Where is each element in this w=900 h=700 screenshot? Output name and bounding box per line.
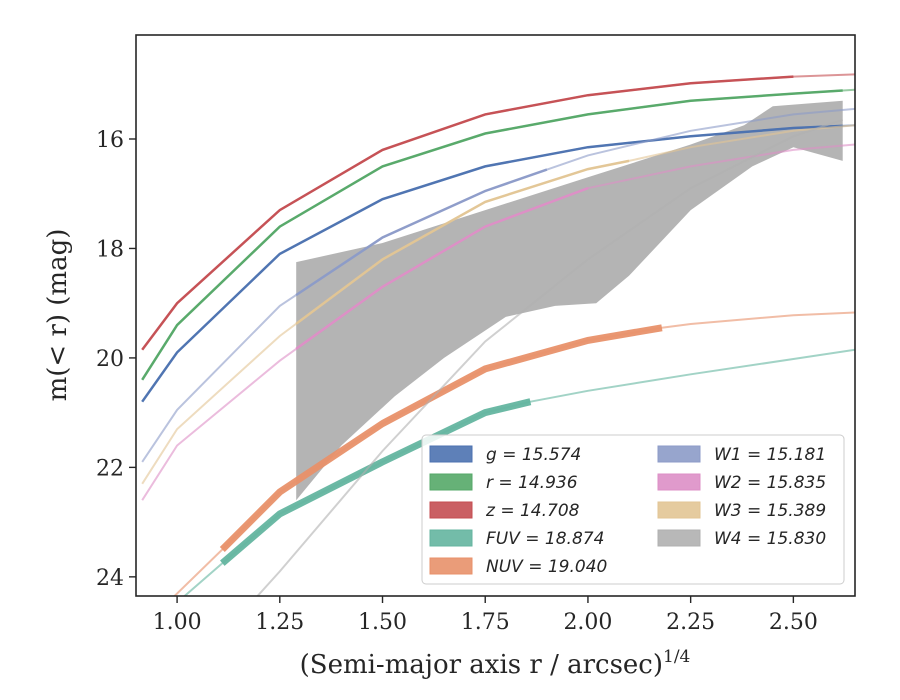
legend-label-6: W2 = 15.835: [714, 473, 826, 493]
x-tick-label-5: 2.25: [666, 610, 715, 635]
y-tick-label-0: 16: [96, 128, 124, 153]
series-1-observed-line: [141, 89, 843, 381]
legend-label-2: z = 14.708: [485, 501, 580, 521]
legend-label-5: W1 = 15.181: [714, 445, 826, 465]
y-tick-label-2: 20: [96, 347, 124, 372]
series-0-observed-line: [141, 124, 843, 403]
x-tick-label-2: 1.50: [358, 610, 407, 635]
x-axis-label: (Semi-major axis r / arcsec)1/4: [300, 647, 691, 680]
plot-area: [141, 73, 855, 596]
y-tick-label-1: 18: [96, 237, 124, 262]
series-5-observed-line: [295, 168, 548, 297]
legend-swatch-8: [657, 529, 701, 547]
legend-swatch-4: [429, 557, 473, 575]
legend-swatch-3: [429, 529, 473, 547]
y-axis-label: m(< r) (mag): [43, 229, 73, 402]
series-3-observed-line: [220, 398, 532, 566]
plot-frame: [135, 34, 856, 597]
x-tick-label-6: 2.50: [769, 610, 818, 635]
x-tick-label-1: 1.25: [255, 610, 304, 635]
series-8-band: [296, 100, 843, 501]
y-tick-label-4: 24: [96, 566, 124, 591]
y-tick-label-3: 22: [96, 456, 124, 481]
x-axis-label-exponent: 1/4: [663, 647, 690, 667]
y-axis: 16 18 20 22 24: [96, 128, 136, 591]
legend-label-0: g = 15.574: [486, 445, 581, 465]
x-tick-label-4: 2.00: [563, 610, 612, 635]
legend-swatch-7: [657, 501, 701, 519]
legend-label-7: W3 = 15.389: [714, 501, 826, 521]
x-tick-label-0: 1.00: [153, 610, 202, 635]
legend-label-3: FUV = 18.874: [486, 529, 604, 549]
legend-label-4: NUV = 19.040: [486, 557, 607, 577]
legend-swatch-5: [657, 445, 701, 463]
legend: g = 15.574 r = 14.936 z = 14.708 FUV = 18.8…: [421, 434, 845, 585]
legend-label-1: r = 14.936: [486, 473, 578, 493]
legend-swatch-1: [429, 473, 473, 491]
x-axis: 1.00 1.25 1.50 1.75 2.00 2.25 2.50: [153, 596, 818, 635]
series-2-observed-line: [141, 75, 794, 351]
legend-label-8: W4 = 15.830: [714, 529, 826, 549]
legend-box: [421, 434, 845, 585]
series-6-observed-line: [295, 187, 589, 350]
legend-swatch-2: [429, 501, 473, 519]
x-axis-label-text: (Semi-major axis r / arcsec): [300, 650, 663, 680]
legend-swatch-6: [657, 473, 701, 491]
legend-swatch-0: [429, 445, 473, 463]
series-7-observed-line: [295, 159, 630, 325]
x-tick-label-3: 1.75: [461, 610, 510, 635]
series-8-model-line: [256, 118, 844, 596]
